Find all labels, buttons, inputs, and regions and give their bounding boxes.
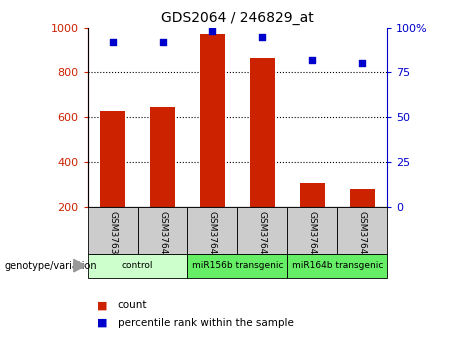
- Bar: [287, 254, 387, 278]
- Text: GSM37644: GSM37644: [358, 211, 367, 260]
- Point: [159, 39, 166, 45]
- Text: ■: ■: [97, 300, 107, 310]
- Point: [259, 34, 266, 39]
- Bar: [188, 254, 287, 278]
- Text: GSM37643: GSM37643: [308, 211, 317, 260]
- Bar: [237, 207, 287, 254]
- Point: [109, 39, 116, 45]
- Text: control: control: [122, 261, 153, 270]
- Text: count: count: [118, 300, 147, 310]
- Text: GSM37641: GSM37641: [208, 211, 217, 260]
- Point: [209, 28, 216, 34]
- Bar: [250, 58, 275, 207]
- Bar: [300, 184, 325, 207]
- Bar: [100, 110, 125, 207]
- Bar: [137, 207, 188, 254]
- Text: miR164b transgenic: miR164b transgenic: [292, 261, 383, 270]
- Text: genotype/variation: genotype/variation: [5, 261, 97, 270]
- Bar: [188, 207, 237, 254]
- Bar: [88, 254, 188, 278]
- Bar: [200, 34, 225, 207]
- Bar: [350, 189, 375, 207]
- Bar: [337, 207, 387, 254]
- Point: [359, 61, 366, 66]
- Text: miR156b transgenic: miR156b transgenic: [192, 261, 283, 270]
- Bar: [287, 207, 337, 254]
- Bar: [88, 207, 137, 254]
- Text: GSM37639: GSM37639: [108, 211, 117, 260]
- Text: ■: ■: [97, 318, 107, 327]
- Text: GSM37642: GSM37642: [258, 211, 267, 260]
- Text: GSM37640: GSM37640: [158, 211, 167, 260]
- Point: [308, 57, 316, 63]
- Title: GDS2064 / 246829_at: GDS2064 / 246829_at: [161, 11, 314, 25]
- Bar: [150, 107, 175, 207]
- Text: percentile rank within the sample: percentile rank within the sample: [118, 318, 294, 327]
